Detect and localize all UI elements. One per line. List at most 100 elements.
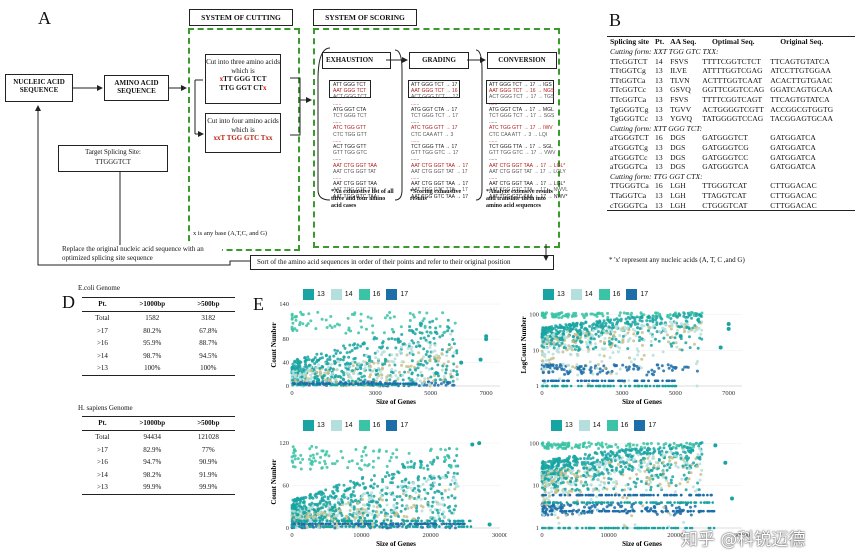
scatter-point (406, 460, 410, 464)
scatter-point (543, 485, 547, 489)
scatter-point (591, 329, 595, 333)
amino-acid-box: AMINO ACID SEQUENCE (104, 75, 169, 101)
scatter-point (572, 480, 576, 484)
scatter-point (363, 463, 367, 467)
d-header: Pt. (98, 419, 107, 427)
scatter-point (600, 441, 604, 445)
scatter-point (440, 492, 444, 496)
scatter-point (325, 465, 329, 469)
panel-e-letter: E (253, 294, 264, 314)
scatter-point (371, 382, 374, 385)
scatter-point (618, 333, 622, 337)
scatter-point (300, 375, 304, 379)
table-cell: GATGGATCA (770, 162, 816, 172)
scatter-point (578, 348, 582, 352)
scatter-point (318, 490, 322, 494)
scatter-point (442, 374, 446, 378)
scatter-point (369, 484, 373, 488)
table-cell: 13 (655, 75, 663, 85)
scatter-point (433, 519, 436, 523)
table-cell: 98.7% (143, 351, 162, 360)
scatter-point (589, 336, 593, 340)
d-header: >500bp (197, 300, 220, 308)
scatter-point (597, 489, 601, 493)
exh-line: ...... (333, 175, 342, 182)
scatter-point (385, 379, 389, 383)
scatter-point (589, 384, 593, 388)
scatter-point (385, 464, 389, 468)
x-tick: 0 (290, 532, 293, 539)
scatter-point (613, 459, 617, 463)
scatter-point (320, 517, 324, 521)
scatter-point (450, 478, 454, 482)
scatter-point (411, 353, 415, 357)
scatter-point (378, 525, 381, 528)
scatter-point (584, 480, 588, 484)
scatter-point (380, 488, 384, 492)
exhaustion-list: ATT GGG TCT AAT GGG TCT ACT GGG TCT...... A… (333, 82, 377, 200)
scatter-point (433, 383, 437, 387)
scatter-point (322, 511, 326, 515)
scatter-point (452, 476, 456, 480)
exh-line: AAT CTG GGT TAA (333, 181, 377, 188)
table-cell: >16 (96, 458, 108, 467)
scatter-point (445, 354, 449, 358)
scatter-point (624, 465, 628, 469)
scatter-point (337, 360, 341, 364)
scatter-point (608, 342, 612, 346)
scatter-point (427, 382, 431, 386)
scatter-point (459, 519, 463, 523)
scatter-point (650, 474, 654, 478)
scatter-point (382, 350, 386, 354)
scatter-point (602, 354, 606, 358)
scatter-point (305, 379, 309, 383)
scatter-point (367, 522, 370, 526)
scatter-point (446, 454, 450, 458)
scatter-point (440, 522, 444, 526)
scatter-point (562, 460, 566, 464)
scatter-point (440, 348, 444, 352)
scatter-point (542, 332, 546, 336)
scatter-point (391, 382, 394, 385)
scatter-point (568, 329, 572, 333)
scatter-point (416, 488, 420, 492)
scatter-point (687, 477, 691, 481)
cut-four-box: Cut into four amino acids which is xxT T… (205, 113, 281, 153)
scatter-point (430, 367, 434, 371)
scatter-point (423, 497, 427, 501)
scatter-point (453, 459, 457, 463)
scatter-point (412, 481, 416, 485)
scatter-point (662, 464, 666, 468)
scatter-point (328, 324, 332, 328)
scatter-point (372, 361, 376, 365)
table-cell: CTTGGACAC (770, 181, 817, 191)
scatter-point (649, 488, 653, 492)
scatter-point (618, 379, 621, 383)
scatter-point (682, 326, 686, 330)
scatter-point (584, 340, 588, 344)
scatter-point (645, 442, 649, 446)
scatter-point (545, 365, 549, 369)
scatter-point (359, 312, 363, 316)
scatter-point (428, 357, 432, 361)
scatter-point (422, 476, 426, 480)
scatter-point (562, 465, 566, 469)
scatter-point (690, 316, 694, 320)
scatter-point (558, 377, 562, 381)
grd-line: ...... (411, 156, 420, 163)
target-seq: TTGGGTCT (95, 159, 131, 166)
scatter-point (325, 450, 329, 454)
table-cell: 100% (200, 364, 217, 373)
scatter-point (674, 461, 678, 465)
scatter-point (642, 338, 646, 342)
scatter-point (686, 509, 690, 513)
scatter-point (353, 346, 357, 350)
scatter-point (412, 466, 416, 470)
scatter-point (383, 359, 387, 363)
scatter-point (425, 464, 429, 468)
scatter-point (308, 506, 312, 510)
scatter-point (649, 343, 653, 347)
exh-line: ACT TGG GTT (333, 144, 367, 151)
scatter-point (349, 479, 353, 483)
table-cell: TTTTCGGTCTCT (702, 56, 761, 66)
